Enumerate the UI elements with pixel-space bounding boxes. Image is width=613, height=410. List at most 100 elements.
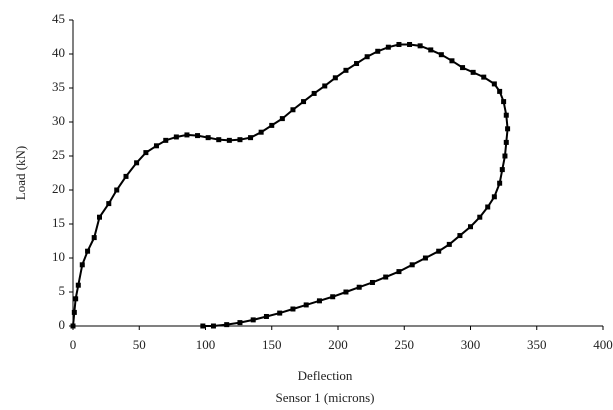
- data-point: [409, 262, 415, 268]
- data-point: [497, 88, 503, 94]
- data-point: [258, 129, 264, 135]
- x-tick-label: 50: [133, 337, 146, 352]
- data-point: [383, 274, 389, 280]
- y-tick-label: 35: [52, 79, 65, 94]
- x-tick-label: 100: [196, 337, 216, 352]
- data-point: [173, 134, 179, 140]
- x-axis-sublabel: Sensor 1 (microns): [276, 390, 375, 405]
- data-point: [200, 323, 206, 329]
- data-point: [205, 135, 211, 141]
- x-tick-label: 150: [262, 337, 282, 352]
- data-point: [226, 137, 232, 143]
- data-point: [503, 112, 509, 118]
- data-point: [501, 99, 507, 105]
- data-point: [422, 255, 428, 261]
- data-point: [224, 322, 230, 328]
- x-tick-label: 250: [395, 337, 415, 352]
- data-point: [330, 294, 336, 300]
- data-point: [106, 201, 112, 207]
- y-tick-label: 30: [52, 113, 65, 128]
- data-point: [263, 313, 269, 319]
- data-point: [396, 269, 402, 275]
- data-point: [436, 248, 442, 254]
- data-point: [364, 54, 370, 60]
- y-tick-label: 5: [59, 283, 66, 298]
- data-point: [428, 47, 434, 53]
- data-point: [143, 150, 149, 156]
- data-point: [332, 75, 338, 81]
- data-point: [485, 204, 491, 210]
- data-point: [354, 61, 360, 67]
- data-point: [407, 41, 413, 47]
- data-point: [70, 323, 76, 329]
- y-tick-label: 45: [52, 11, 65, 26]
- data-point: [396, 41, 402, 47]
- data-point: [343, 289, 349, 295]
- data-point: [322, 83, 328, 89]
- data-point: [123, 173, 129, 179]
- data-point: [369, 279, 375, 285]
- data-point: [75, 282, 81, 288]
- y-axis-label: Load (kN): [13, 146, 28, 201]
- data-point: [85, 248, 91, 254]
- data-point: [446, 241, 452, 247]
- data-point: [195, 133, 201, 139]
- data-point: [375, 48, 381, 54]
- y-tick-label: 0: [59, 317, 66, 332]
- data-point: [71, 309, 77, 315]
- y-tick-label: 10: [52, 249, 65, 264]
- data-line: [72, 43, 509, 327]
- data-point: [290, 107, 296, 113]
- y-tick-label: 15: [52, 215, 65, 230]
- data-point: [449, 58, 455, 64]
- data-point: [237, 320, 243, 326]
- data-point: [279, 116, 285, 122]
- data-point: [481, 74, 487, 80]
- x-tick-label: 200: [328, 337, 348, 352]
- data-point: [250, 317, 256, 323]
- data-point: [153, 143, 159, 149]
- data-point: [301, 99, 307, 105]
- data-point: [503, 139, 509, 145]
- data-point: [248, 135, 254, 141]
- data-point: [417, 43, 423, 49]
- data-point: [73, 296, 79, 302]
- data-point: [505, 126, 511, 132]
- data-point: [460, 65, 466, 71]
- data-point: [491, 194, 497, 200]
- y-tick-label: 25: [52, 147, 65, 162]
- data-point: [303, 302, 309, 308]
- data-point: [457, 233, 463, 239]
- data-point: [343, 67, 349, 73]
- x-tick-label: 300: [461, 337, 481, 352]
- x-axis-label: Deflection: [298, 368, 353, 383]
- data-point: [216, 137, 222, 143]
- data-point: [468, 224, 473, 230]
- data-point: [385, 44, 391, 50]
- y-tick-label: 20: [52, 181, 65, 196]
- data-point: [134, 160, 140, 166]
- data-point: [497, 180, 503, 186]
- x-tick-label: 400: [593, 337, 613, 352]
- data-point: [269, 122, 275, 128]
- data-point: [97, 214, 102, 220]
- data-point: [499, 167, 505, 173]
- data-point: [356, 284, 362, 290]
- y-tick-label: 40: [52, 45, 65, 60]
- x-tick-label: 350: [527, 337, 547, 352]
- data-point: [277, 310, 283, 316]
- data-point: [491, 81, 497, 87]
- data-point: [502, 153, 508, 159]
- data-point: [114, 187, 120, 193]
- data-point: [311, 90, 317, 96]
- data-point: [91, 235, 97, 241]
- data-point: [79, 262, 85, 268]
- data-point: [470, 69, 476, 75]
- data-point: [210, 323, 216, 329]
- x-tick-label: 0: [70, 337, 77, 352]
- data-point: [184, 132, 190, 138]
- data-point: [237, 137, 243, 143]
- data-point: [438, 52, 444, 58]
- data-point: [163, 137, 169, 143]
